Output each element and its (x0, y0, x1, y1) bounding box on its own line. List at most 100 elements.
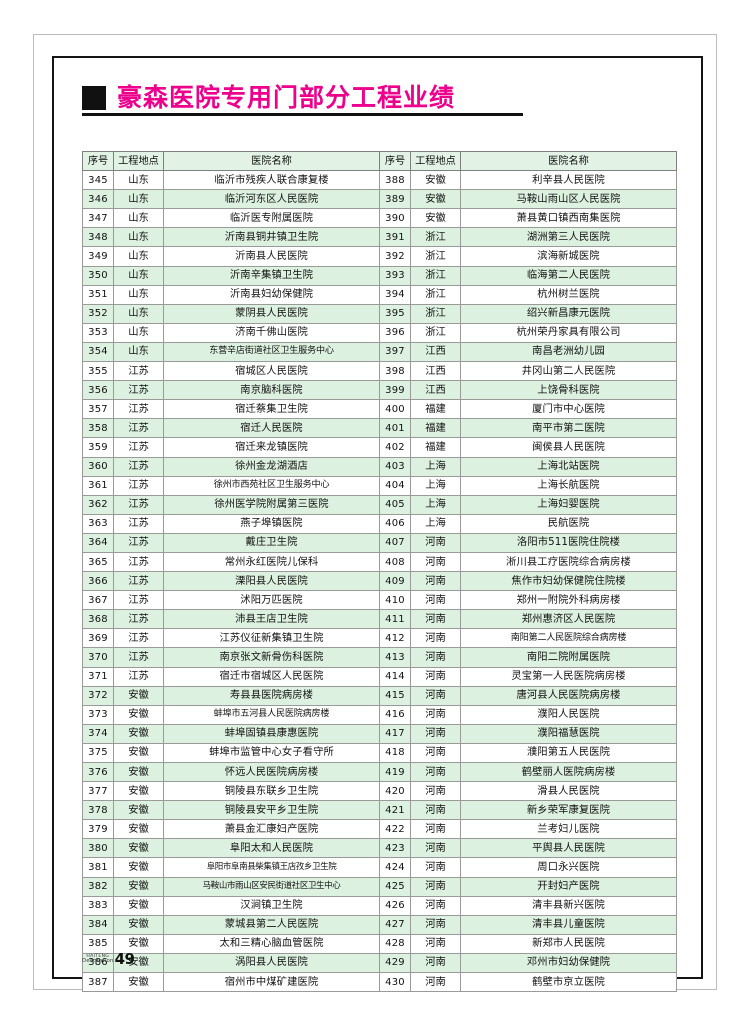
cell-hospital-name-left: 宿迁蔡集卫生院 (163, 399, 380, 420)
table-row: 382 安徽 马鞍山市雨山区安民街道社区卫生中心 425 河南 开封妇产医院 (82, 876, 677, 897)
page-inner-frame: 豪森医院专用门部分工程业绩 序号 工程地点 医院名称 序号 工程地点 医 (52, 56, 703, 993)
table-row: 350 山东 沂南辛集镇卫生院 393 浙江 临海第二人民医院 (82, 265, 677, 286)
cell-no-right: 408 (379, 551, 411, 573)
cell-location-right: 河南 (410, 571, 461, 592)
table-row: 348 山东 沂南县铜井镇卫生院 391 浙江 湖洲第三人民医院 (82, 227, 677, 248)
cell-hospital-name-right: 南平市第二医院 (460, 418, 677, 439)
cell-no-right: 415 (379, 685, 411, 706)
cell-hospital-name-right: 南阳第二人民医院综合病房楼 (460, 628, 677, 649)
cell-location-left: 山东 (113, 227, 164, 248)
table-row: 372 安徽 寿县县医院病房楼 415 河南 唐河县人民医院病房楼 (82, 685, 677, 706)
cell-hospital-name-left: 徐州医学院附属第三医院 (163, 494, 380, 515)
table-row: 386 安徽 涡阳县人民医院 429 河南 邓州市妇幼保健院 (82, 952, 677, 974)
cell-location-right: 上海 (410, 456, 461, 477)
cell-no-right: 399 (379, 380, 411, 401)
cell-no-right: 405 (379, 494, 411, 515)
cell-hospital-name-left: 戴庄卫生院 (163, 532, 380, 553)
cell-no-left: 361 (82, 475, 114, 496)
cell-location-left: 江苏 (113, 399, 164, 420)
cell-hospital-name-left: 蒙城县第二人民医院 (163, 914, 380, 935)
cell-no-left: 385 (82, 933, 114, 954)
cell-location-left: 安徽 (113, 933, 164, 954)
cell-no-right: 388 (379, 170, 411, 191)
cell-no-right: 403 (379, 456, 411, 477)
cell-location-right: 浙江 (410, 265, 461, 286)
cell-no-right: 394 (379, 284, 411, 305)
cell-no-left: 351 (82, 284, 114, 305)
cell-no-right: 390 (379, 208, 411, 229)
cell-no-right: 404 (379, 475, 411, 496)
table-row: 377 安徽 铜陵县东联乡卫生院 420 河南 滑县人民医院 (82, 781, 677, 802)
cell-location-left: 江苏 (113, 361, 164, 382)
page-outer-frame: 豪森医院专用门部分工程业绩 序号 工程地点 医院名称 序号 工程地点 医 (33, 34, 717, 993)
cell-no-left: 367 (82, 590, 114, 611)
cell-hospital-name-right: 灵宝第一人民医院病房楼 (460, 666, 677, 687)
page-title-block: 豪森医院专用门部分工程业绩 (82, 85, 660, 116)
cell-location-left: 江苏 (113, 647, 164, 668)
page-footer: HAITENG Decoration 49 (82, 950, 135, 968)
cell-hospital-name-right: 上海妇婴医院 (460, 494, 677, 515)
cell-location-left: 山东 (113, 189, 164, 210)
table-row: 385 安徽 太和三精心脑血管医院 428 河南 新郑市人民医院 (82, 933, 677, 954)
cell-no-left: 348 (82, 227, 114, 248)
table-row: 374 安徽 蚌埠固镇县康惠医院 417 河南 濮阳福慧医院 (82, 723, 677, 744)
cell-no-right: 423 (379, 838, 411, 859)
cell-hospital-name-left: 马鞍山市雨山区安民街道社区卫生中心 (163, 876, 380, 897)
cell-location-right: 上海 (410, 513, 461, 534)
cell-hospital-name-right: 湖洲第三人民医院 (460, 227, 677, 248)
cell-location-left: 江苏 (113, 571, 164, 592)
cell-no-right: 410 (379, 590, 411, 611)
cell-hospital-name-left: 寿县县医院病房楼 (163, 685, 380, 706)
cell-hospital-name-left: 徐州市西苑社区卫生服务中心 (163, 475, 380, 496)
cell-no-right: 420 (379, 781, 411, 802)
cell-no-left: 377 (82, 781, 114, 802)
cell-hospital-name-right: 新郑市人民医院 (460, 933, 677, 954)
cell-location-right: 河南 (410, 551, 461, 573)
cell-no-left: 372 (82, 685, 114, 706)
cell-no-left: 375 (82, 742, 114, 764)
cell-hospital-name-right: 上海长航医院 (460, 475, 677, 496)
cell-no-left: 383 (82, 895, 114, 916)
table-row: 384 安徽 蒙城县第二人民医院 427 河南 清丰县儿童医院 (82, 914, 677, 935)
table-row: 379 安徽 萧县金汇康妇产医院 422 河南 兰考妇儿医院 (82, 819, 677, 840)
column-header-no-right: 序号 (379, 150, 411, 172)
logo-bottom-text: Decoration (82, 958, 114, 965)
cell-no-left: 349 (82, 246, 114, 267)
cell-no-right: 402 (379, 437, 411, 458)
cell-location-right: 江西 (410, 341, 461, 363)
cell-location-left: 安徽 (113, 723, 164, 744)
cell-location-right: 河南 (410, 819, 461, 840)
cell-hospital-name-right: 滨海新城医院 (460, 246, 677, 267)
cell-location-left: 安徽 (113, 895, 164, 916)
black-square-bullet-icon (82, 86, 106, 110)
cell-no-right: 401 (379, 418, 411, 439)
cell-no-left: 360 (82, 456, 114, 477)
cell-location-right: 浙江 (410, 303, 461, 324)
cell-hospital-name-right: 平舆县人民医院 (460, 838, 677, 859)
page-title: 豪森医院专用门部分工程业绩 (117, 83, 456, 112)
cell-no-left: 373 (82, 704, 114, 725)
cell-no-left: 346 (82, 189, 114, 210)
table-row: 360 江苏 徐州金龙湖酒店 403 上海 上海北站医院 (82, 456, 677, 477)
page-number: 49 (114, 950, 135, 968)
cell-location-right: 浙江 (410, 246, 461, 267)
cell-hospital-name-right: 上饶骨科医院 (460, 380, 677, 401)
cell-location-left: 江苏 (113, 456, 164, 477)
cell-no-right: 424 (379, 857, 411, 878)
cell-no-right: 411 (379, 609, 411, 630)
cell-no-right: 407 (379, 532, 411, 553)
cell-hospital-name-left: 铜陵县东联乡卫生院 (163, 781, 380, 802)
cell-no-right: 391 (379, 227, 411, 248)
cell-no-right: 425 (379, 876, 411, 897)
cell-no-right: 428 (379, 933, 411, 954)
cell-hospital-name-left: 蒙阴县人民医院 (163, 303, 380, 324)
cell-hospital-name-right: 濮阳人民医院 (460, 704, 677, 725)
cell-hospital-name-right: 濮阳第五人民医院 (460, 742, 677, 764)
cell-hospital-name-left: 阜阳市阜南县柴集镇王店孜乡卫生院 (163, 857, 380, 878)
cell-location-left: 安徽 (113, 761, 164, 783)
logo-top-text: HAITENG (86, 953, 110, 959)
cell-location-left: 安徽 (113, 819, 164, 840)
cell-no-left: 371 (82, 666, 114, 687)
cell-no-left: 358 (82, 418, 114, 439)
cell-no-right: 396 (379, 322, 411, 343)
